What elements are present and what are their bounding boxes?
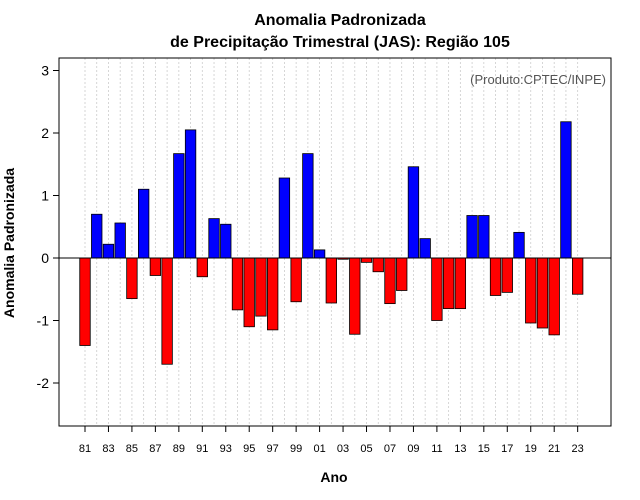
x-tick-label: 99 xyxy=(290,443,302,455)
bar-1986 xyxy=(137,188,150,259)
bar-2012 xyxy=(442,257,455,310)
x-tick-label: 11 xyxy=(431,443,442,455)
y-axis-label: Anomalia Padronizada xyxy=(1,168,17,318)
bar-2014 xyxy=(466,215,478,259)
bar-1992 xyxy=(208,218,220,259)
bar-2010 xyxy=(419,238,431,259)
bar-2004 xyxy=(349,257,361,335)
x-tick-label: 97 xyxy=(267,443,279,455)
bar-2017 xyxy=(501,257,513,293)
x-tick-label: 95 xyxy=(243,443,255,455)
bar-2022 xyxy=(560,121,572,259)
y-tick-label: -2 xyxy=(37,375,50,391)
bar-2007 xyxy=(384,257,396,305)
x-tick-label: 15 xyxy=(478,443,490,455)
bar-2008 xyxy=(396,257,408,291)
x-tick-label: 17 xyxy=(501,443,513,455)
x-tick-label: 81 xyxy=(79,443,91,455)
bar-2018 xyxy=(513,231,525,259)
x-tick-label: 83 xyxy=(102,443,114,455)
bar-1996 xyxy=(255,257,267,317)
bar-1995 xyxy=(243,257,255,328)
x-tick-label: 03 xyxy=(337,443,349,455)
bar-2005 xyxy=(360,257,373,263)
bar-2023 xyxy=(572,257,584,295)
bar-1993 xyxy=(220,223,232,259)
x-tick-label: 21 xyxy=(548,443,560,455)
y-tick-label: -1 xyxy=(37,313,50,329)
bar-1981 xyxy=(79,257,91,346)
bar-1991 xyxy=(196,257,208,278)
bar-1989 xyxy=(173,153,185,259)
x-tick-label: 13 xyxy=(454,443,466,455)
bar-2016 xyxy=(489,257,502,296)
y-tick-label: 3 xyxy=(41,63,49,79)
x-tick-label: 09 xyxy=(407,443,419,455)
bar-1984 xyxy=(114,222,126,259)
bar-1987 xyxy=(149,257,162,276)
bar-2015 xyxy=(478,215,490,259)
bar-1994 xyxy=(231,257,244,311)
x-tick-label: 85 xyxy=(126,443,138,455)
x-tick-label: 93 xyxy=(220,443,232,455)
x-tick-label: 19 xyxy=(525,443,537,455)
bar-2009 xyxy=(407,166,420,259)
bar-1983 xyxy=(102,243,115,259)
x-tick-label: 89 xyxy=(173,443,185,455)
bar-1988 xyxy=(161,257,173,365)
chart-title-line2: de Precipitação Trimestral (JAS): Região… xyxy=(170,34,510,51)
bar-2002 xyxy=(325,257,337,304)
bar-1990 xyxy=(184,129,197,259)
x-axis-label: Ano xyxy=(320,469,347,485)
chart-title-line1: Anomalia Padronizada xyxy=(254,12,426,29)
bar-2013 xyxy=(454,257,467,310)
y-tick-label: 0 xyxy=(41,250,49,266)
bar-2001 xyxy=(313,249,326,259)
x-tick-label: 87 xyxy=(149,443,161,455)
grid xyxy=(84,58,579,426)
y-tick-label: 2 xyxy=(41,125,49,141)
x-tick-label: 07 xyxy=(384,443,396,455)
x-tick-label: 05 xyxy=(360,443,372,455)
bar-1985 xyxy=(126,257,138,300)
bar-1999 xyxy=(290,257,302,303)
bar-2021 xyxy=(548,257,560,336)
credit-text: (Produto:CPTEC/INPE) xyxy=(470,72,606,87)
y-tick-label: 1 xyxy=(41,188,49,204)
bar-1997 xyxy=(267,257,279,331)
plot-frame xyxy=(58,57,612,427)
bars xyxy=(79,121,584,365)
bar-2011 xyxy=(431,257,443,321)
x-tick-label: 23 xyxy=(572,443,584,455)
bar-1998 xyxy=(278,177,291,259)
bar-2000 xyxy=(302,153,314,259)
x-tick-label: 01 xyxy=(313,443,325,455)
bar-2020 xyxy=(536,257,549,329)
bar-2006 xyxy=(372,257,384,273)
bar-1982 xyxy=(91,213,103,259)
x-tick-label: 91 xyxy=(196,443,208,455)
bar-2019 xyxy=(525,257,537,324)
